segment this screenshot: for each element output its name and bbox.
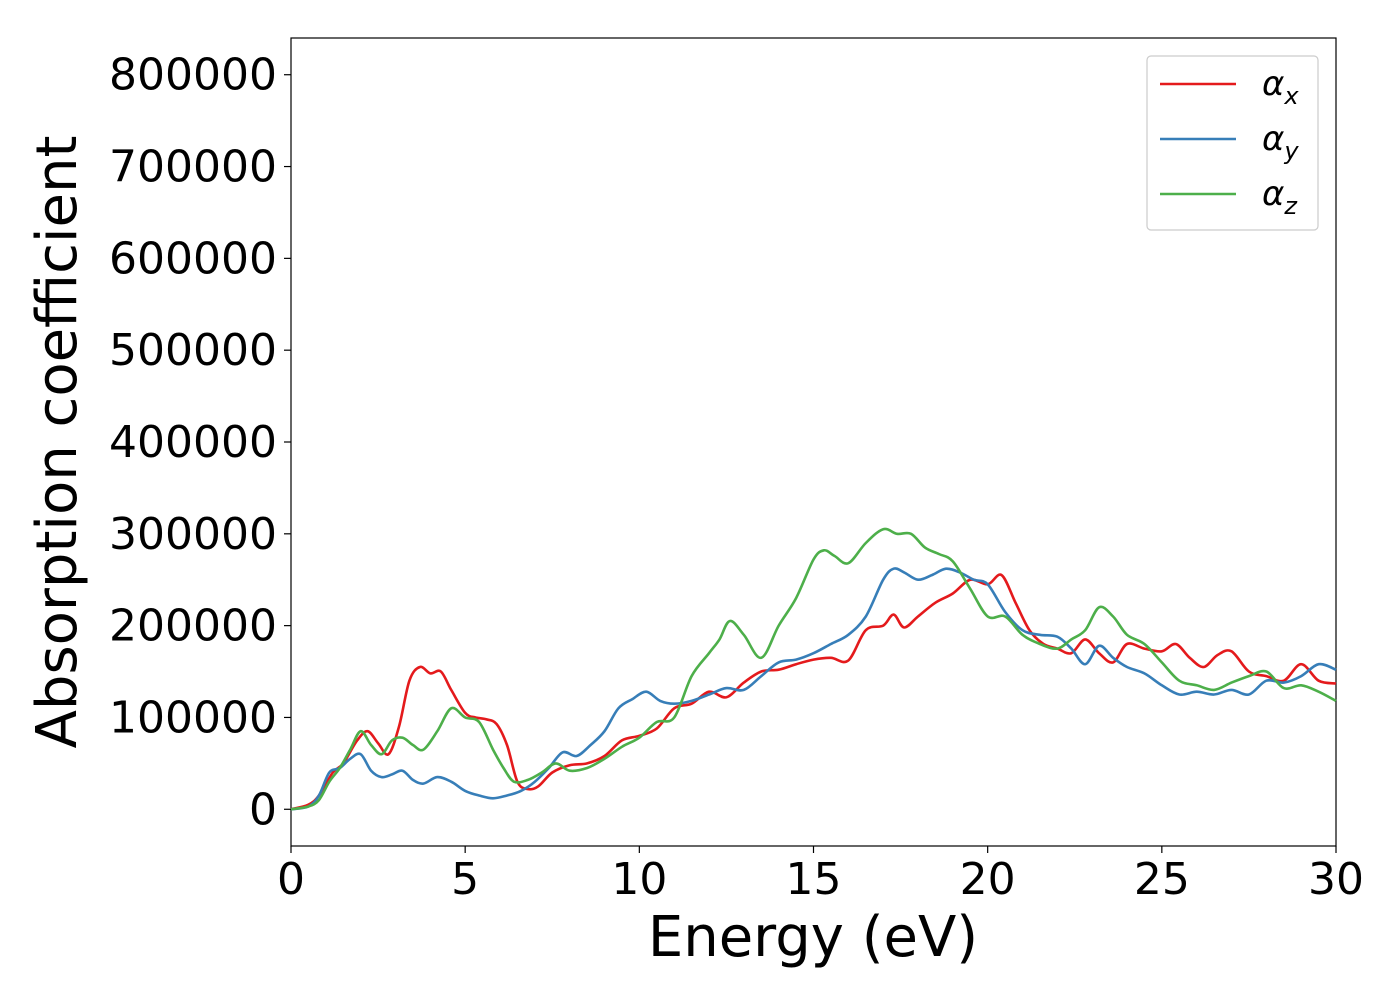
legend-frame xyxy=(1146,55,1319,231)
x-tick-label: 20 xyxy=(960,854,1016,905)
series-line-y xyxy=(290,567,1337,811)
y-tick-label: 500000 xyxy=(109,325,277,376)
x-tick-label: 0 xyxy=(277,854,305,905)
y-tick-label: 400000 xyxy=(109,417,277,468)
y-axis-title: Absorption coefficient xyxy=(25,136,90,749)
y-tick-label: 700000 xyxy=(109,142,277,193)
y-tick-label: 600000 xyxy=(109,233,277,284)
y-axis-ticks: 0 100000 200000 300000 400000 500000 600000 700… xyxy=(109,50,291,835)
y-tick-label: 0 xyxy=(249,784,277,835)
y-tick-label: 200000 xyxy=(109,601,277,652)
legend: αx αy αz xyxy=(1146,55,1319,231)
legend-label-z: αz xyxy=(1262,174,1298,220)
legend-label-y: αy xyxy=(1262,119,1299,165)
x-tick-label: 30 xyxy=(1308,854,1364,905)
y-tick-label: 100000 xyxy=(109,692,277,743)
series-layer xyxy=(290,527,1337,811)
y-tick-label: 800000 xyxy=(109,50,277,101)
series-line-x xyxy=(290,573,1337,811)
x-tick-label: 15 xyxy=(786,854,842,905)
x-tick-label: 25 xyxy=(1134,854,1190,905)
y-tick-label: 300000 xyxy=(109,509,277,560)
x-axis-title: Energy (eV) xyxy=(648,905,978,970)
x-axis-ticks: 0 5 10 15 20 25 30 xyxy=(277,846,1364,905)
x-tick-label: 5 xyxy=(451,854,479,905)
series-line-z xyxy=(290,527,1337,811)
legend-label-x: αx xyxy=(1262,64,1299,110)
x-tick-label: 10 xyxy=(611,854,667,905)
